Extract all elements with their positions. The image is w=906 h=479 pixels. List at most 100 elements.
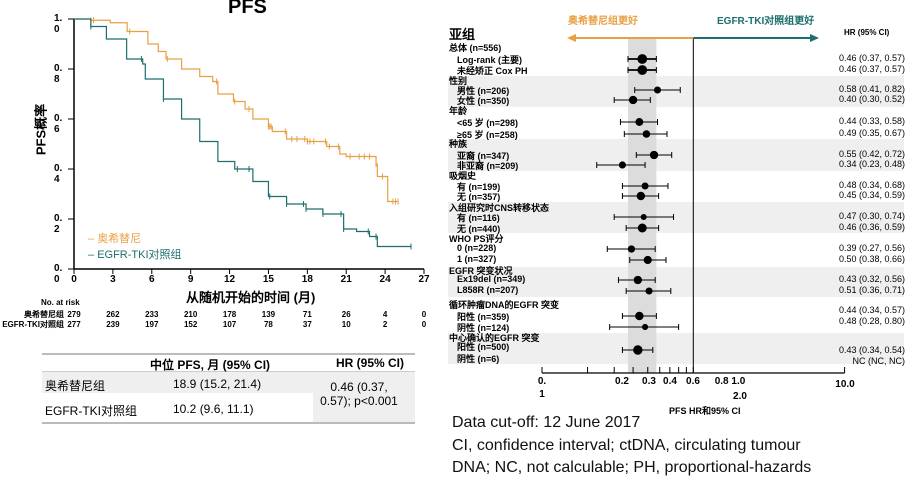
forest-group-header: 种族 (449, 139, 468, 149)
risk-count: 4 (382, 310, 388, 319)
forest-hr-point (643, 255, 652, 265)
risk-row-label: EGFR-TKI对照组 (2, 320, 64, 329)
forest-hr-value: 0.46 (0.37, 0.57) (838, 53, 905, 63)
km-curve-osimertinib (74, 18, 399, 203)
risk-count: 233 (145, 310, 159, 319)
table-row-osimertinib-median: 18.9 (15.2, 21.4) (173, 377, 262, 391)
forest-hr-point (641, 182, 649, 190)
km-y-tick-label: 1.0 (54, 13, 63, 35)
km-plot (68, 17, 425, 274)
forest-hr-point (633, 275, 643, 285)
favours-control-label: EGFR-TKI对照组更好 (717, 16, 815, 27)
forest-group-header: 总体 (n=556) (449, 43, 502, 53)
forest-group-header: 年龄 (449, 106, 468, 116)
risk-count: 178 (222, 310, 237, 319)
km-x-axis-label: 从随机开始的时间 (月) (186, 290, 316, 305)
forest-row-label: 亚裔 (n=347) (457, 151, 510, 161)
forest-row-label: 阳性 (n=500) (457, 342, 510, 352)
forest-hr-value: 0.45 (0.34, 0.59) (838, 190, 905, 200)
forest-hr-value: 0.48 (0.28, 0.80) (838, 316, 905, 326)
forest-hr-value: 0.44 (0.33, 0.58) (838, 116, 905, 126)
table-hr-shade (313, 372, 415, 422)
risk-count: 10 (341, 320, 351, 329)
forest-hr-value: 0.46 (0.37, 0.57) (838, 64, 905, 74)
forest-row-label: 1 (n=327) (457, 254, 497, 264)
arrow-left-icon (567, 34, 576, 42)
table-hr-value: 0.46 (0.37, 0.57); p<0.001 (320, 380, 398, 408)
forest-group-header: EGFR 突变状况 (449, 266, 513, 276)
km-x-tick-label: 27 (418, 274, 430, 285)
forest-group-header: 性别 (449, 76, 468, 86)
forest-hr-value: 0.55 (0.42, 0.72) (838, 149, 905, 159)
forest-hr-value: 0.51 (0.36, 0.71) (838, 285, 905, 295)
table-row-control-group: EGFR-TKI对照组 (45, 404, 137, 418)
forest-hr-point (635, 311, 644, 321)
km-x-tick-label: 15 (262, 274, 274, 285)
risk-count: 37 (302, 320, 312, 329)
forest-hr-value: NC (NC, NC) (852, 356, 906, 366)
km-y-tick-label: 0.8 (54, 63, 63, 85)
forest-hr-value: 0.50 (0.38, 0.66) (838, 254, 905, 264)
risk-count: 277 (67, 320, 81, 329)
subgroup-header: 亚组 (449, 27, 476, 42)
forest-row-shade (448, 76, 904, 107)
forest-row-label: ≥65 岁 (n=258) (457, 130, 518, 140)
km-x-tick-label: 3 (110, 274, 116, 285)
forest-x-tick-label: 0.6 (686, 376, 700, 387)
forest-x-tick-label: 0. 1 (537, 376, 547, 400)
forest-hr-value: 0.43 (0.32, 0.56) (838, 274, 905, 284)
km-y-tick-label: 0.0 (54, 263, 63, 285)
km-y-tick-label: 0.6 (54, 113, 63, 135)
table-row-osimertinib-group: 奥希替尼组 (45, 379, 106, 393)
forest-row-label: 阴性 (n=6) (457, 354, 500, 364)
risk-count: 279 (67, 310, 81, 319)
forest-x-tick-label: 0.8 1.0 (714, 376, 746, 387)
forest-hr-point (645, 287, 653, 295)
km-x-tick-label: 12 (223, 274, 236, 285)
forest-hr-value: 0.44 (0.34, 0.57) (838, 305, 905, 315)
legend-control: – EGFR-TKI对照组 (88, 246, 182, 262)
forest-hr-value: 0.39 (0.27, 0.56) (838, 243, 905, 253)
forest-hr-point (642, 130, 651, 138)
forest-hr-point (637, 54, 648, 64)
risk-count: 239 (106, 320, 120, 329)
legend-osimertinib-label: 奥希替尼 (97, 233, 142, 245)
forest-hr-point (618, 161, 626, 169)
forest-row-shade (448, 202, 904, 233)
legend-control-swatch: – (88, 249, 98, 261)
forest-row-label: Log-rank (主要) (457, 55, 522, 65)
legend-osimertinib: – 奥希替尼 (88, 230, 141, 246)
table-top-rule (42, 353, 415, 355)
forest-hr-value: 0.43 (0.34, 0.54) (838, 345, 905, 355)
forest-x-tick-label: 0.3 (642, 376, 656, 387)
table-header-hr: HR (95% CI) (336, 356, 405, 370)
forest-hr-point (637, 223, 647, 233)
forest-hr-point (649, 150, 659, 160)
forest-hr-point (627, 245, 636, 253)
forest-row-label: 女性 (n=350) (457, 96, 510, 106)
forest-row-label: 无 (n=357) (457, 192, 501, 202)
forest-hr-point (641, 323, 649, 331)
forest-row-shade (448, 333, 904, 364)
km-x-tick-label: 18 (301, 274, 313, 285)
risk-count: 262 (106, 310, 120, 319)
footnote-abbrev-2: DNA; NC, not calculable; PH, proportiona… (452, 459, 812, 476)
forest-row-label: 未经矫正 Cox PH (457, 66, 528, 76)
risk-count: 107 (222, 320, 237, 329)
forest-hr-point (635, 118, 644, 126)
forest-group-header: WHO PS评分 (449, 234, 504, 244)
forest-x-tick-label: 0.4 (663, 376, 677, 387)
km-title: PFS (228, 0, 267, 18)
km-y-tick-label: 0.2 (54, 213, 63, 235)
footnote-cutoff: Data cut-off: 12 June 2017 (452, 414, 641, 431)
forest-hr-value: 0.46 (0.36, 0.59) (838, 222, 905, 232)
forest-row-label: 男性 (n=206) (457, 86, 510, 96)
risk-count: 26 (341, 310, 351, 319)
forest-overall-ci-band (627, 38, 657, 373)
arrow-right-icon (810, 34, 819, 42)
legend-osimertinib-swatch: – (88, 233, 98, 245)
forest-hr-point (653, 86, 662, 94)
forest-x-tick-label: 2.0 (733, 391, 747, 402)
forest-x-tick-label: 0.2 (615, 376, 629, 387)
forest-hr-point (640, 213, 647, 221)
